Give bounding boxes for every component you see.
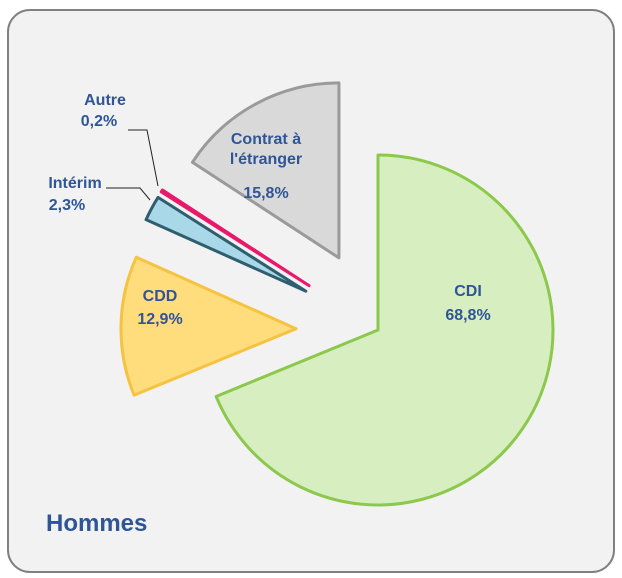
pie-slice: [144, 195, 308, 293]
slice-label: Intérim: [48, 175, 102, 192]
slice-label: CDI: [454, 283, 482, 300]
chart-title: Hommes: [46, 510, 148, 537]
pie-slice: [119, 255, 298, 397]
value-label: 2,3%: [48, 197, 86, 214]
pie-slice: [159, 188, 311, 288]
value-label: 15,8%: [243, 185, 289, 202]
leader-line: [128, 129, 159, 187]
value-label: 0,2%: [80, 113, 118, 130]
value-label: 12,9%: [137, 311, 183, 328]
slice-label: CDD: [142, 288, 178, 305]
slice-label: Autre: [84, 92, 126, 109]
leader-line: [106, 187, 151, 201]
value-label: 68,8%: [445, 307, 491, 324]
slice-label: Contrat à l'étranger: [229, 131, 303, 168]
pie-slice: [214, 153, 555, 507]
pie-slice: [190, 81, 341, 260]
